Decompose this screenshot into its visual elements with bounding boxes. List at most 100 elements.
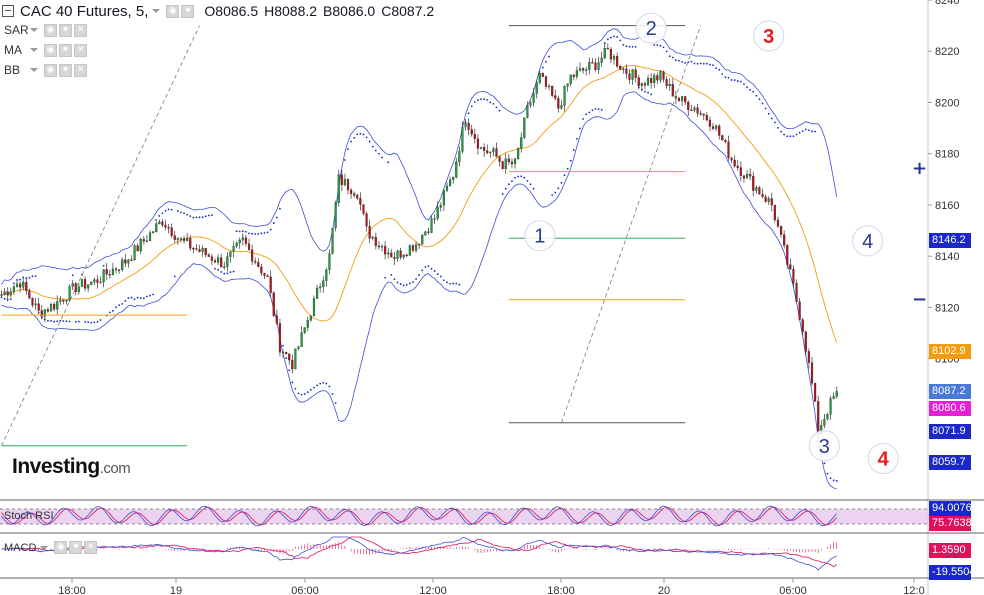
candle-body [489, 151, 492, 154]
candle-body [510, 161, 514, 165]
chevron-down-icon[interactable] [152, 9, 161, 13]
macd-name: MACD [4, 541, 37, 554]
sar-dot [390, 274, 393, 276]
gear-icon[interactable]: ✷ [69, 541, 83, 554]
candle-body [764, 196, 767, 202]
sar-dot [93, 321, 96, 324]
sar-dot [365, 136, 368, 139]
eye-icon[interactable]: ◉ [44, 23, 57, 37]
candle-body [399, 250, 402, 258]
candle-body [473, 134, 476, 139]
candle-body [15, 283, 19, 287]
candle-body [374, 236, 377, 247]
collapse-icon[interactable] [2, 5, 14, 17]
candle-body [170, 227, 173, 236]
eye-icon[interactable]: ◉ [44, 63, 57, 77]
sar-dot [492, 103, 495, 105]
sar-dot [210, 214, 213, 217]
close-icon[interactable]: ✕ [74, 63, 87, 77]
candle-body [650, 78, 653, 83]
sar-dot [269, 228, 272, 231]
gear-icon[interactable]: ✷ [181, 4, 195, 18]
candle-body [37, 303, 40, 311]
sar-dot [418, 274, 421, 276]
candle-body [718, 125, 721, 136]
sar-dot [433, 270, 436, 272]
indicator-bb[interactable]: BB ◉ ✷ ✕ [4, 62, 89, 78]
chevron-down-icon[interactable] [30, 48, 38, 52]
zoom-in-button[interactable]: + [912, 158, 928, 179]
sar-dot [597, 108, 600, 110]
gear-icon[interactable]: ✷ [59, 23, 72, 37]
candle-body [612, 55, 616, 60]
candle-body [829, 398, 832, 415]
sar-dot [297, 392, 300, 395]
candle-body [3, 291, 6, 295]
sar-dot [709, 63, 711, 66]
chevron-down-icon[interactable] [40, 545, 49, 550]
sar-dot [789, 135, 792, 138]
sar-dot [671, 56, 674, 59]
gear-icon[interactable]: ✷ [59, 43, 72, 57]
x-tick-label: 06:00 [291, 585, 319, 595]
candle-body [232, 246, 235, 252]
sar-dot [495, 106, 498, 109]
close-icon[interactable]: ✕ [74, 43, 87, 57]
stoch-rsi-label[interactable]: Stoch RSI [4, 510, 54, 522]
gear-icon[interactable]: ✷ [59, 63, 72, 77]
candle-body [637, 77, 640, 86]
sar-dot [146, 295, 148, 298]
chevron-down-icon[interactable] [30, 28, 38, 32]
candle-body [742, 175, 746, 179]
chevron-down-icon[interactable] [30, 68, 38, 72]
sar-dot [87, 321, 90, 324]
sar-dot [313, 386, 315, 389]
candle-body [359, 198, 362, 205]
candle-body [640, 83, 643, 86]
zoom-out-button[interactable]: − [912, 289, 928, 310]
candle-body [43, 309, 46, 317]
candle-body [62, 299, 65, 302]
eye-icon[interactable]: ◉ [54, 541, 68, 554]
sar-dot [489, 101, 492, 104]
symbol-title[interactable]: CAC 40 Futures, 5, [20, 2, 149, 20]
candle-body [513, 158, 517, 165]
stoch-rsi-name: Stoch RSI [4, 510, 54, 522]
chart-header: CAC 40 Futures, 5, ◉ ✷ O8086.5 H8088.2 B808… [2, 2, 440, 20]
eye-icon[interactable]: ◉ [44, 43, 57, 57]
sar-dot [699, 62, 702, 65]
candle-body [436, 207, 439, 219]
candle-body [609, 49, 613, 60]
candlesticks [0, 42, 838, 439]
candle-body [127, 259, 130, 264]
candle-body [665, 79, 668, 87]
sar-dot [149, 294, 151, 297]
sar-dot [347, 148, 349, 151]
indicator-ma[interactable]: MA ◉ ✷ ✕ [4, 42, 89, 58]
sar-dot [121, 302, 124, 305]
trend-line [561, 25, 702, 423]
candle-body [371, 236, 374, 239]
candle-body [396, 250, 399, 259]
macd-label[interactable]: MACD ◉ ✷ ✕ [4, 541, 99, 554]
sar-dot [31, 275, 34, 278]
indicator-label: SAR [4, 23, 29, 37]
candle-body [142, 239, 145, 242]
candle-body [377, 245, 381, 248]
close-icon[interactable]: ✕ [74, 23, 87, 37]
sar-dot [257, 233, 260, 235]
candle-body [646, 78, 650, 86]
candle-body [767, 198, 770, 202]
close-icon[interactable]: ✕ [84, 541, 98, 554]
sar-dot [486, 99, 489, 101]
sar-dot [127, 297, 130, 299]
candle-body [223, 266, 226, 268]
sar-dot [65, 320, 68, 323]
candle-body [229, 251, 232, 257]
candle-body [387, 252, 390, 255]
eye-icon[interactable]: ◉ [166, 4, 180, 18]
indicator-sar[interactable]: SAR ◉ ✷ ✕ [4, 22, 89, 38]
sar-dot [56, 320, 59, 323]
candle-body [619, 66, 622, 70]
